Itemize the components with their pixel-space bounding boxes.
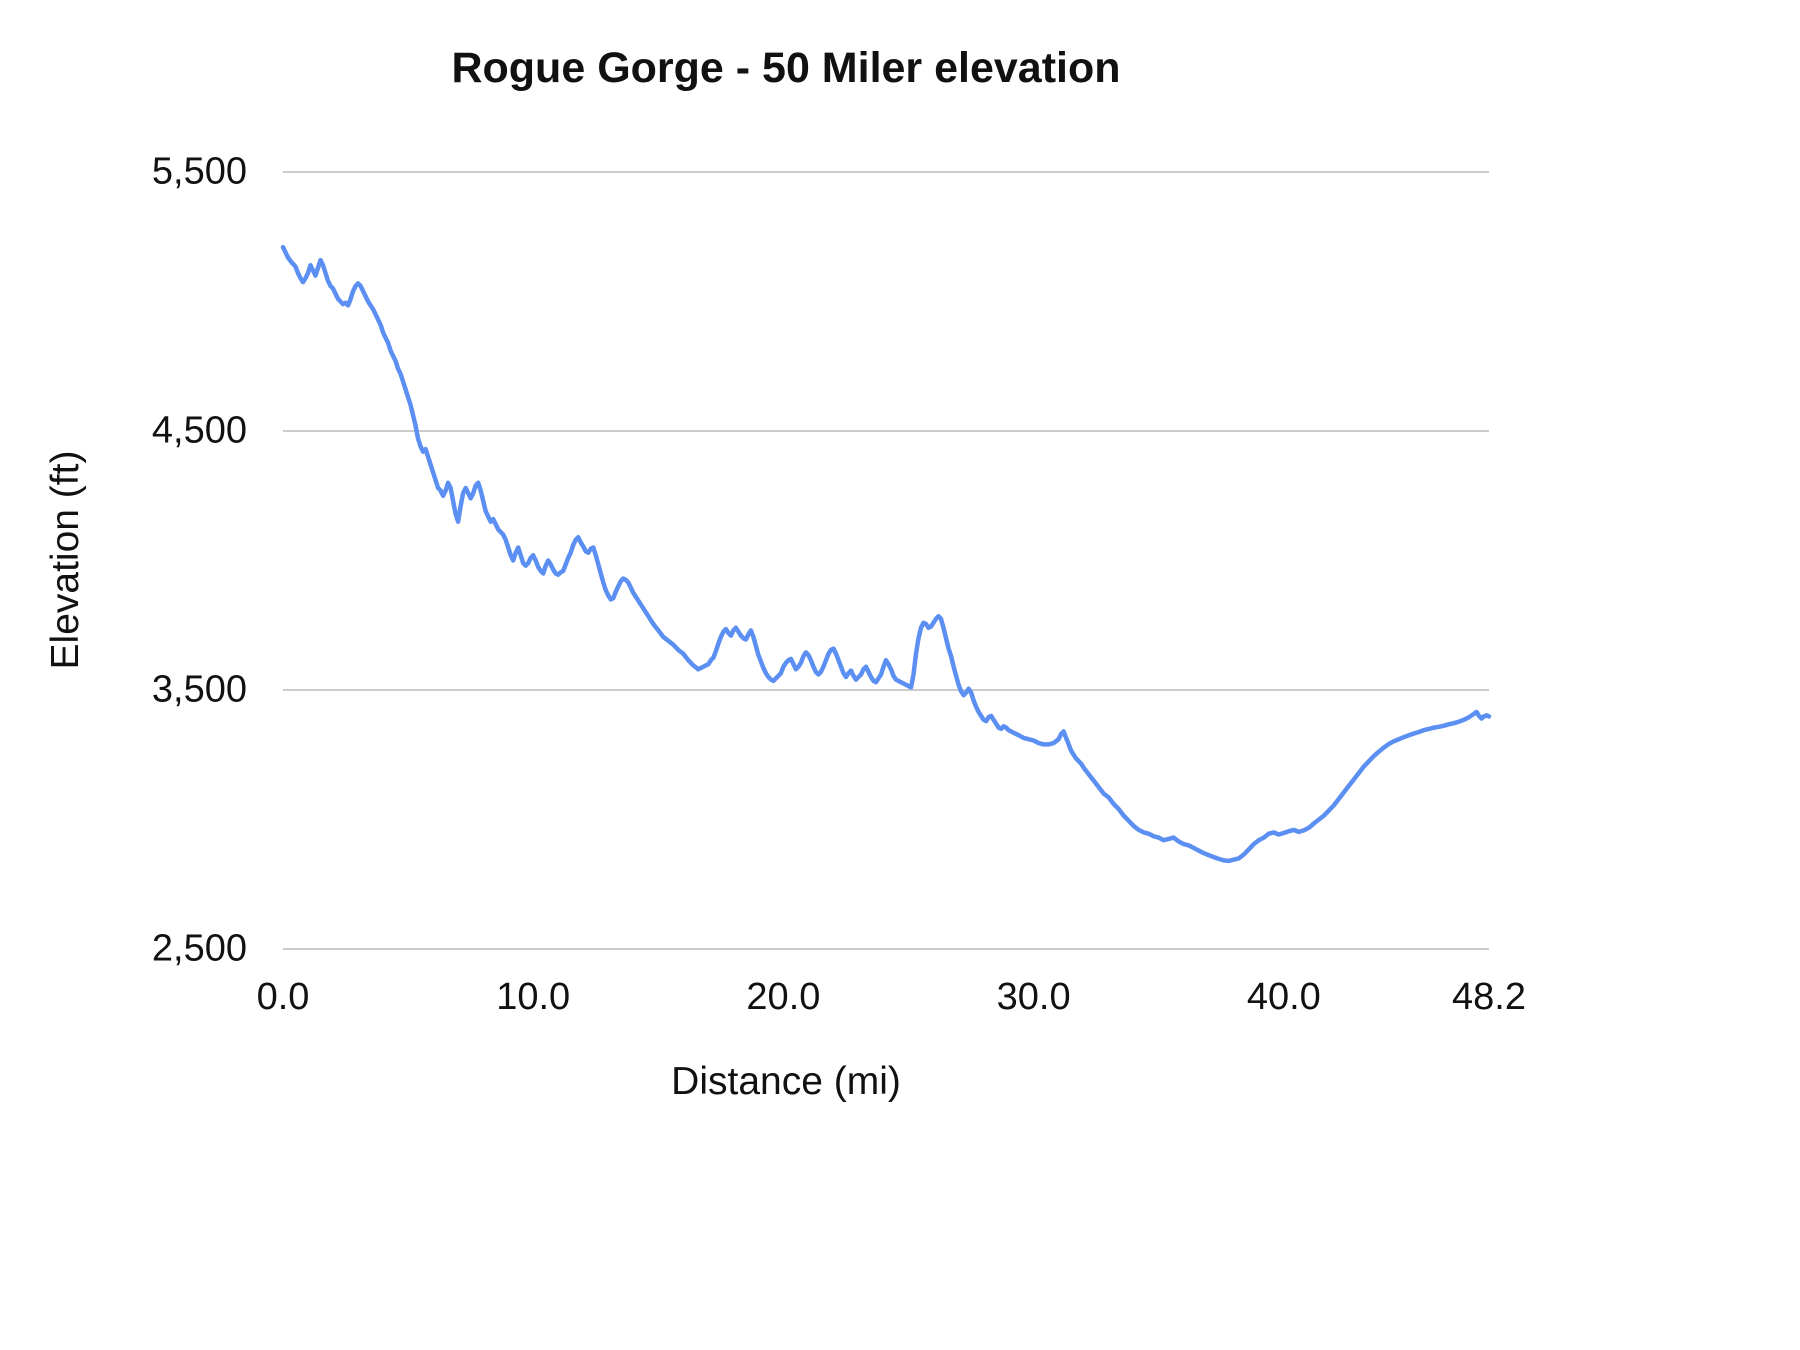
x-tick-label: 30.0 xyxy=(996,976,1071,1018)
x-tick-label: 40.0 xyxy=(1246,976,1321,1018)
y-tick-label: 3,500 xyxy=(151,668,247,711)
x-tick-label: 20.0 xyxy=(746,976,821,1018)
x-tick-label: 10.0 xyxy=(496,976,571,1018)
y-tick-label: 5,500 xyxy=(151,150,247,193)
x-tick-label: 48.2 xyxy=(1452,976,1526,1018)
y-tick-label: 2,500 xyxy=(151,927,247,970)
x-tick-label: 0.0 xyxy=(256,976,310,1018)
x-axis-title: Distance (mi) xyxy=(671,1060,901,1103)
y-tick-label: 4,500 xyxy=(151,409,247,452)
elevation-line xyxy=(280,244,1492,864)
chart-title: Rogue Gorge - 50 Miler elevation xyxy=(451,44,1121,92)
